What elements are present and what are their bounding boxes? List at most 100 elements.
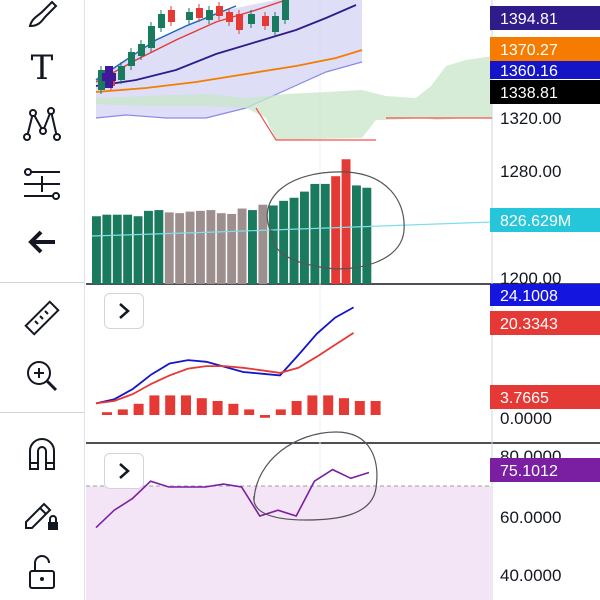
svg-text:1338.81: 1338.81 xyxy=(500,85,558,102)
volume-bar xyxy=(175,213,185,284)
histogram-bar xyxy=(291,401,302,415)
candle-body xyxy=(98,70,105,90)
histogram-bar xyxy=(228,403,239,415)
brush-icon[interactable] xyxy=(14,0,70,38)
histogram-bar xyxy=(323,395,334,415)
chevron-right-icon xyxy=(119,463,130,479)
ichimoku-span-b xyxy=(255,107,376,141)
toolbar-separator xyxy=(84,0,85,600)
ruler-icon[interactable] xyxy=(14,294,70,342)
macd-tag[interactable]: 24.1008 xyxy=(490,284,600,306)
rsi-axis-label: 40.0000 xyxy=(500,566,561,585)
volume-bar xyxy=(185,211,195,284)
volume-bar xyxy=(341,159,351,284)
histogram-bar xyxy=(165,395,176,415)
chart-area[interactable]: 1320.00 1280.00 1200.00 1394.81 1360.16 … xyxy=(86,0,600,600)
candle-body xyxy=(262,16,269,26)
fib-tool-icon[interactable] xyxy=(14,160,70,208)
price-tag[interactable]: 1394.81 xyxy=(490,6,600,30)
moving-average-navy xyxy=(95,4,357,87)
drawing-circle-annotation[interactable] xyxy=(253,431,378,521)
histogram-bar xyxy=(244,409,255,415)
histogram-tag[interactable]: 3.7665 xyxy=(490,385,600,409)
pattern-tool-icon[interactable] xyxy=(14,100,70,148)
volume-bar xyxy=(268,205,278,284)
histogram-bar xyxy=(181,395,191,415)
histogram-bar xyxy=(196,398,207,415)
zoom-in-icon[interactable] xyxy=(14,352,70,400)
price-axis-label: 1320.00 xyxy=(500,109,561,128)
candle-body xyxy=(128,52,135,66)
rsi-pane[interactable] xyxy=(86,431,492,600)
volume-bar xyxy=(331,176,341,284)
candle-body xyxy=(216,6,223,16)
histogram-bar xyxy=(260,415,270,418)
moving-average-orange xyxy=(95,49,363,93)
price-axis-label: 1280.00 xyxy=(500,162,561,181)
volume-bar xyxy=(279,200,289,284)
candle-body xyxy=(206,10,213,20)
volume-bar xyxy=(164,212,174,284)
candle-body xyxy=(226,12,233,22)
svg-text:1360.16: 1360.16 xyxy=(500,63,558,80)
candlestick-series xyxy=(98,0,289,94)
volume-bar xyxy=(237,208,247,284)
price-tag[interactable]: 1370.27 xyxy=(490,37,600,61)
volume-ma xyxy=(91,221,493,237)
histogram-bar xyxy=(117,409,128,415)
volume-bars xyxy=(92,159,372,284)
candle-body xyxy=(158,14,165,28)
rsi-tag[interactable]: 75.1012 xyxy=(490,458,600,482)
candle-body xyxy=(138,44,145,56)
volume-bar xyxy=(123,214,133,284)
volume-bar xyxy=(258,204,268,284)
price-axis-label: 1200.00 xyxy=(500,269,561,288)
svg-text:75.1012: 75.1012 xyxy=(500,463,558,480)
back-arrow-icon[interactable] xyxy=(14,218,70,266)
volume-bar xyxy=(154,210,164,284)
histogram-bar xyxy=(102,412,112,415)
unlock-icon[interactable] xyxy=(14,548,70,596)
volume-bar xyxy=(310,183,320,284)
volume-bar xyxy=(289,197,299,284)
rsi-line xyxy=(95,468,370,529)
magnet-icon[interactable] xyxy=(14,430,70,478)
volume-tag[interactable]: 826.629M xyxy=(490,208,600,232)
volume-bar xyxy=(362,187,372,284)
drawing-circle-annotation[interactable] xyxy=(266,171,405,270)
price-tag[interactable]: 1338.81 xyxy=(490,80,600,104)
bollinger-lower-band xyxy=(95,61,363,119)
macd-axis-label: 0.0000 xyxy=(500,409,552,428)
expand-indicator-button[interactable] xyxy=(104,293,144,329)
text-tool-icon[interactable]: T xyxy=(30,48,54,88)
price-pane[interactable] xyxy=(91,0,493,284)
histogram-bar xyxy=(149,395,160,415)
expand-indicator-button[interactable] xyxy=(104,453,144,489)
signal-tag[interactable]: 20.3343 xyxy=(490,311,600,335)
toolbar-divider xyxy=(0,282,84,283)
volume-bar xyxy=(206,210,216,284)
candle-body xyxy=(248,14,255,24)
macd-pane[interactable] xyxy=(95,306,381,418)
candle-body xyxy=(282,0,289,20)
volume-bar xyxy=(320,183,330,284)
volume-bar xyxy=(248,210,257,284)
volume-bar xyxy=(144,210,153,284)
histogram-bar xyxy=(354,401,365,415)
histogram-bar xyxy=(275,409,286,415)
macd-histogram xyxy=(102,395,381,418)
candle-body xyxy=(105,66,113,88)
svg-text:20.3343: 20.3343 xyxy=(500,316,558,333)
volume-bar xyxy=(227,213,237,284)
candle-body xyxy=(196,8,203,18)
pencil-lock-icon[interactable] xyxy=(14,490,70,538)
left-toolbar: T xyxy=(0,0,85,600)
svg-text:24.1008: 24.1008 xyxy=(500,288,558,305)
candle-body xyxy=(186,12,193,20)
histogram-bar xyxy=(133,403,144,415)
price-tag[interactable]: 1360.16 xyxy=(490,59,600,80)
candle-body xyxy=(168,10,175,22)
volume-bar xyxy=(102,214,112,284)
histogram-bar xyxy=(339,398,349,415)
candle-body xyxy=(118,66,125,80)
